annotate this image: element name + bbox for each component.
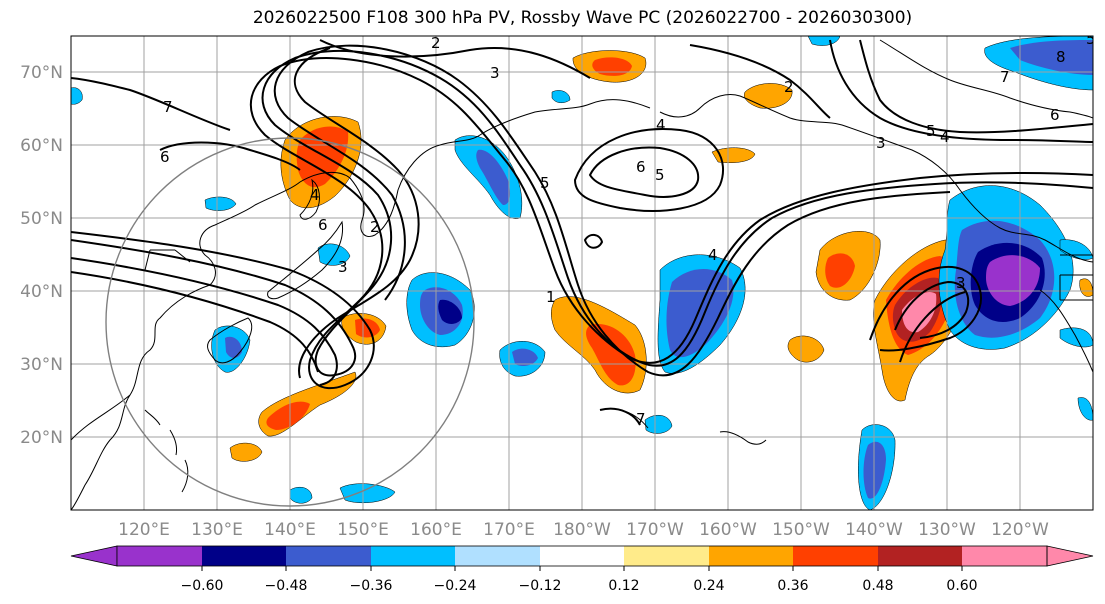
lat-label: 50°N — [20, 209, 63, 229]
contour-label: 3 — [490, 64, 500, 82]
colorbar-bin — [540, 546, 624, 566]
colorbar-bin — [624, 546, 709, 566]
contour-label: 7 — [636, 410, 646, 428]
colorbar-bin — [878, 546, 962, 566]
graticule — [71, 36, 1093, 510]
colorbar-bin — [793, 546, 878, 566]
lat-label: 30°N — [20, 355, 63, 375]
contour-label: 3 — [338, 258, 348, 276]
colorbar-tick-label: −0.12 — [519, 578, 562, 594]
colorbar-bin — [455, 546, 540, 566]
colorbar-tick-label: 0.60 — [946, 578, 977, 594]
lon-label: 180°W — [553, 520, 611, 540]
map-title: 2026022500 F108 300 hPa PV, Rossby Wave … — [252, 8, 913, 28]
lon-label: 150°E — [337, 520, 389, 540]
colorbar-bin — [709, 546, 793, 566]
colorbar-tick-label: −0.60 — [181, 578, 224, 594]
colorbar-bin — [962, 546, 1047, 566]
lat-label: 20°N — [20, 428, 63, 448]
colorbar-bin — [286, 546, 371, 566]
lon-label: 140°W — [845, 520, 903, 540]
colorbar-tick-label: 0.24 — [693, 578, 724, 594]
colorbar: −0.60 −0.48 −0.36 −0.24 −0.12 0.12 0.24 … — [70, 545, 1094, 594]
contour-labels: 2 3 4 5 6 7 8 2 3 4 5 6 7 6 5 4 3 2 1 6 … — [160, 30, 1096, 428]
contour-label: 4 — [940, 128, 950, 146]
contour-label: 7 — [1000, 68, 1010, 86]
colorbar-bin — [202, 546, 286, 566]
coastlines — [71, 39, 1093, 510]
lon-label: 140°E — [264, 520, 316, 540]
colorbar-tick-label: 0.12 — [608, 578, 639, 594]
lat-label: 60°N — [20, 136, 63, 156]
colorbar-tick-label: −0.48 — [265, 578, 308, 594]
contour-label: 4 — [656, 116, 666, 134]
contour-label: 6 — [160, 148, 170, 166]
lat-labels: 20°N 30°N 40°N 50°N 60°N 70°N — [20, 63, 63, 448]
contour-label: 5 — [926, 122, 936, 140]
lon-label: 150°W — [772, 520, 830, 540]
colorbar-tick-label: −0.36 — [350, 578, 393, 594]
lon-labels: 120°E 130°E 140°E 150°E 160°E 170°E 180°… — [118, 520, 1049, 540]
contour-label: 1 — [546, 288, 556, 306]
lon-label: 130°E — [191, 520, 243, 540]
contour-label: 2 — [431, 34, 441, 52]
colorbar-tick-label: 0.36 — [777, 578, 808, 594]
contour-label: 4 — [310, 186, 320, 204]
contour-label: 5 — [1086, 30, 1096, 48]
lon-label: 120°W — [991, 520, 1049, 540]
contour-label: 5 — [655, 166, 665, 184]
lat-label: 70°N — [20, 63, 63, 83]
contour-label: 5 — [540, 174, 550, 192]
colorbar-frame — [116, 545, 1048, 567]
contour-label: 6 — [318, 216, 328, 234]
lon-label: 160°W — [699, 520, 757, 540]
contour-label: 7 — [163, 98, 173, 116]
colorbar-bin — [117, 546, 202, 566]
colorbar-min-extend — [70, 545, 118, 567]
contour-label: 2 — [784, 78, 794, 96]
lon-label: 160°E — [410, 520, 462, 540]
colorbar-tick-label: −0.24 — [434, 578, 477, 594]
lon-label: 170°W — [626, 520, 684, 540]
lon-label: 170°E — [483, 520, 535, 540]
contour-label: 3 — [876, 134, 886, 152]
contour-label: 3 — [956, 274, 966, 292]
range-circle — [105, 137, 475, 507]
lon-label: 120°E — [118, 520, 170, 540]
colorbar-tick-label: 0.48 — [862, 578, 893, 594]
lon-label: 130°W — [918, 520, 976, 540]
colorbar-ticks — [201, 566, 963, 571]
contour-label: 2 — [370, 218, 380, 236]
colorbar-max-extend — [1046, 545, 1094, 567]
contour-label: 4 — [708, 246, 718, 264]
pv-contours — [71, 39, 1093, 426]
contour-label: 6 — [636, 158, 646, 176]
contour-label: 6 — [1050, 106, 1060, 124]
lat-label: 40°N — [20, 282, 63, 302]
contour-label: 8 — [1056, 48, 1066, 66]
colorbar-bin — [371, 546, 455, 566]
plot-frame — [70, 35, 1094, 511]
